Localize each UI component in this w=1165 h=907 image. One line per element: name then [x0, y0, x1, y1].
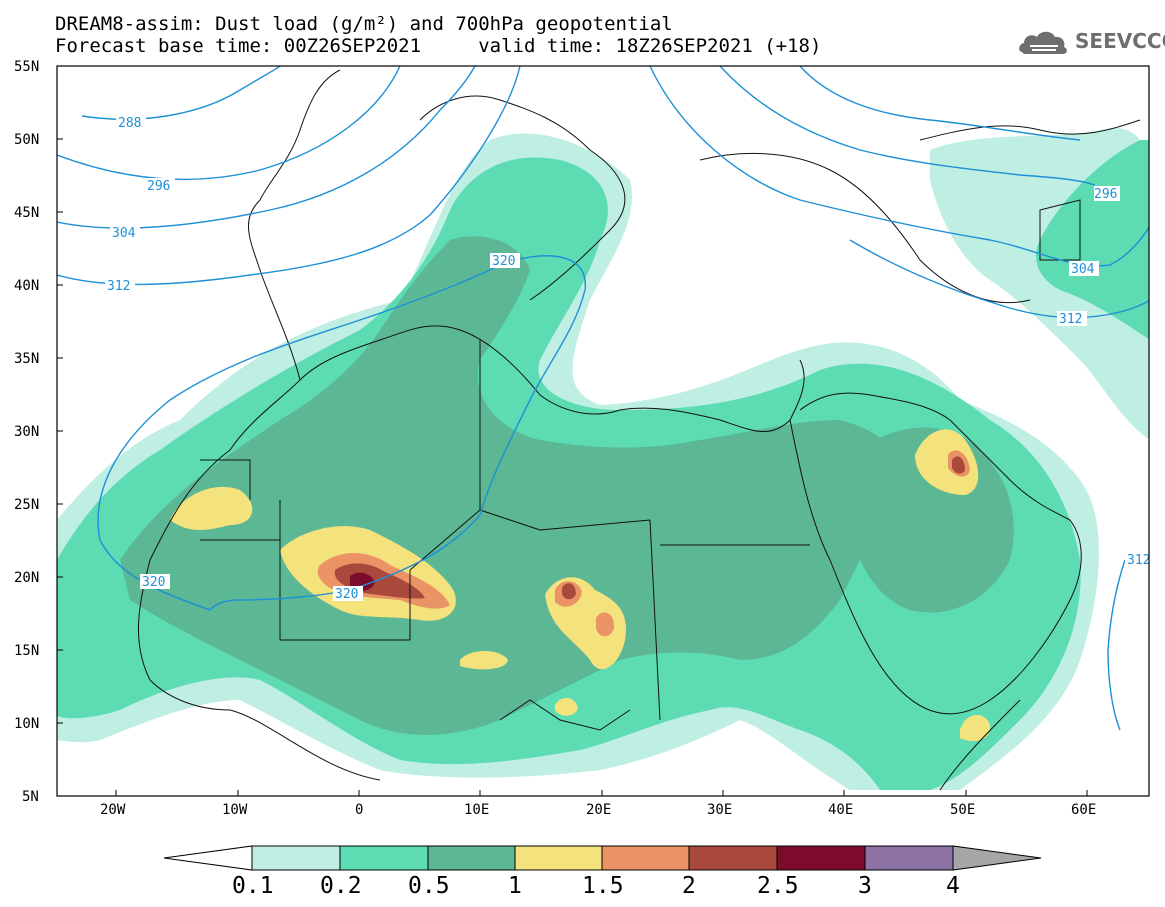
contour-upper-east-3: [799, 66, 1081, 141]
lat-label: 10N: [14, 716, 39, 732]
colorbar-label: 2: [682, 873, 696, 899]
dust-area-0.5: [120, 236, 900, 735]
colorbar-swatch: [251, 845, 341, 871]
colorbar-swatch: [688, 845, 778, 871]
lon-label: 10W: [222, 802, 248, 818]
contour-label: 320: [335, 587, 358, 602]
logo-text: SEEVCCC: [1075, 29, 1165, 53]
lat-label: 5N: [22, 789, 39, 805]
dust-area-2-chad: [562, 583, 576, 600]
lat-label: 20N: [14, 570, 39, 586]
lon-label: 0: [355, 802, 363, 818]
contour-label: 304: [1071, 262, 1095, 277]
lon-label: 50E: [950, 802, 975, 818]
colorbar-high-arrow: [952, 845, 1042, 871]
dust-area-2-gulf: [952, 456, 965, 474]
colorbar-label: 1.5: [582, 873, 624, 899]
colorbar-swatch: [514, 845, 603, 871]
colorbar-label: 3: [858, 873, 872, 899]
lon-label: 20W: [100, 802, 126, 818]
colorbar: 0.1 0.2 0.5 1 1.5 2 2.5 3 4: [163, 845, 1042, 899]
lat-label: 55N: [14, 59, 39, 75]
contour-label: 320: [492, 254, 515, 269]
dust-area-1-wsahara: [170, 486, 253, 530]
contour-label: 312: [1059, 312, 1082, 327]
contour-label: 304: [112, 226, 136, 241]
colorbar-label: 2.5: [757, 873, 799, 899]
colorbar-swatch: [864, 845, 954, 871]
contour-312-far-east: [1107, 559, 1126, 731]
map-title: DREAM8-assim: Dust load (g/m²) and 700hP…: [55, 13, 673, 35]
lat-label: 45N: [14, 205, 39, 221]
lat-label: 50N: [14, 132, 39, 148]
colorbar-swatch: [776, 845, 866, 871]
contour-label: 296: [1094, 187, 1117, 202]
dust-area-1-gulf: [915, 429, 979, 495]
contour-296: [57, 66, 401, 181]
map-subtitle: Forecast base time: 00Z26SEP2021 valid t…: [55, 35, 822, 57]
lon-label: 60E: [1071, 802, 1096, 818]
lat-label: 40N: [14, 278, 39, 294]
lon-label: 40E: [828, 802, 853, 818]
lon-label: 20E: [586, 802, 611, 818]
colorbar-swatch: [427, 845, 516, 871]
colorbar-label: 0.5: [408, 873, 450, 899]
contour-312: [57, 66, 521, 286]
colorbar-label: 1: [508, 873, 522, 899]
cloud-icon: [1019, 31, 1067, 54]
lat-label: 25N: [14, 497, 39, 513]
contour-label: 288: [118, 116, 141, 131]
contour-label: 312: [107, 279, 130, 294]
contour-304: [57, 66, 476, 229]
contour-label: 296: [147, 179, 170, 194]
contour-label: 320: [142, 575, 165, 590]
dust-area-1-sudan: [555, 697, 578, 716]
contour-upper-east-1: [649, 66, 1149, 267]
longitude-axis: [115, 790, 1088, 796]
contour-labels: 288 296 304 312 320 320 320 304 312 312 …: [105, 115, 1150, 602]
colorbar-label: 4: [946, 873, 960, 899]
contour-312-east: [849, 239, 1149, 319]
dust-area-1-yemen: [960, 714, 991, 742]
lon-label: 30E: [707, 802, 732, 818]
lat-label: 15N: [14, 643, 39, 659]
contour-label: 312: [1127, 553, 1150, 568]
dust-area-0.2-caspian: [1036, 140, 1149, 340]
contour-upper-east-2: [719, 66, 1096, 186]
dust-area-1-niger: [460, 651, 508, 670]
colorbar-label: 0.2: [320, 873, 362, 899]
colorbar-low-arrow: [163, 845, 253, 871]
lat-label: 35N: [14, 351, 39, 367]
dust-area-1.5-chad2: [596, 612, 615, 637]
colorbar-label: 0.1: [232, 873, 274, 899]
colorbar-swatch: [601, 845, 690, 871]
lon-label: 10E: [464, 802, 489, 818]
lat-label: 30N: [14, 424, 39, 440]
coastlines: [137, 69, 1141, 791]
colorbar-swatch: [339, 845, 429, 871]
latitude-axis: [57, 65, 63, 797]
